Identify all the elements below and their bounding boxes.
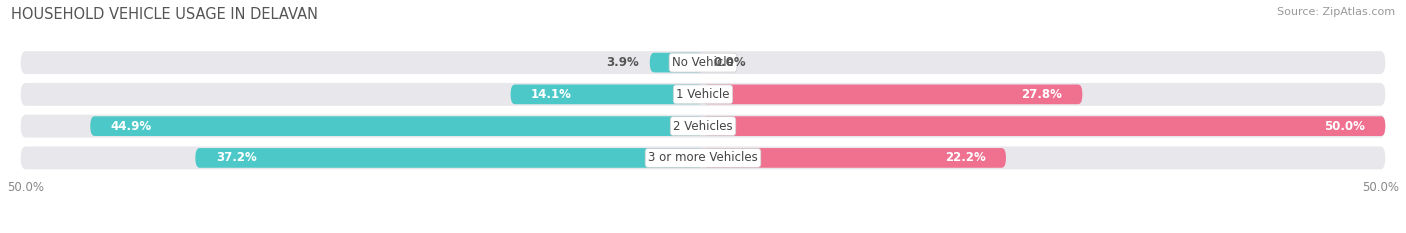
Text: 3.9%: 3.9% — [606, 56, 638, 69]
Text: 1 Vehicle: 1 Vehicle — [676, 88, 730, 101]
Text: Source: ZipAtlas.com: Source: ZipAtlas.com — [1277, 7, 1395, 17]
FancyBboxPatch shape — [703, 148, 1005, 168]
Text: 50.0%: 50.0% — [1362, 181, 1399, 194]
Text: HOUSEHOLD VEHICLE USAGE IN DELAVAN: HOUSEHOLD VEHICLE USAGE IN DELAVAN — [11, 7, 318, 22]
FancyBboxPatch shape — [510, 85, 703, 104]
FancyBboxPatch shape — [21, 83, 1385, 106]
FancyBboxPatch shape — [21, 147, 1385, 169]
FancyBboxPatch shape — [195, 148, 703, 168]
Legend: Owner-occupied, Renter-occupied: Owner-occupied, Renter-occupied — [575, 230, 831, 233]
FancyBboxPatch shape — [703, 85, 1083, 104]
FancyBboxPatch shape — [90, 116, 703, 136]
Text: 50.0%: 50.0% — [1324, 120, 1365, 133]
Text: 44.9%: 44.9% — [111, 120, 152, 133]
Text: 3 or more Vehicles: 3 or more Vehicles — [648, 151, 758, 164]
FancyBboxPatch shape — [650, 53, 703, 72]
Text: 2 Vehicles: 2 Vehicles — [673, 120, 733, 133]
Text: 50.0%: 50.0% — [7, 181, 44, 194]
Text: 14.1%: 14.1% — [531, 88, 572, 101]
FancyBboxPatch shape — [21, 51, 1385, 74]
Text: No Vehicle: No Vehicle — [672, 56, 734, 69]
Text: 0.0%: 0.0% — [714, 56, 747, 69]
Text: 27.8%: 27.8% — [1021, 88, 1062, 101]
FancyBboxPatch shape — [703, 116, 1385, 136]
FancyBboxPatch shape — [21, 115, 1385, 137]
Text: 22.2%: 22.2% — [945, 151, 986, 164]
Text: 37.2%: 37.2% — [217, 151, 256, 164]
